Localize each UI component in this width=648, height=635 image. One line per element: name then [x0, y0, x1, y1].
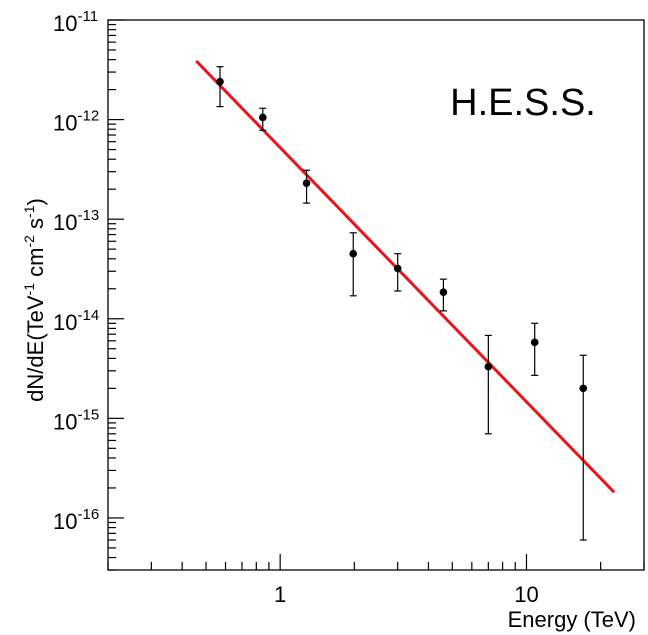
- y-tick-exponent: -12: [77, 108, 99, 125]
- y-tick-exponent: -16: [77, 506, 99, 523]
- y-label-close: ): [23, 198, 48, 205]
- y-tick-base: 10: [53, 509, 77, 534]
- y-tick-base: 10: [53, 11, 77, 36]
- y-label-exp1: -1: [21, 283, 37, 296]
- y-label-mid2: s: [23, 218, 48, 235]
- y-tick-label: 10-16: [53, 506, 99, 534]
- y-label-exp2: -2: [21, 235, 37, 248]
- y-tick-label: 10-13: [53, 207, 99, 235]
- x-axis-label: Energy (TeV): [508, 607, 636, 632]
- y-tick-exponent: -11: [77, 8, 98, 25]
- y-tick-exponent: -13: [77, 207, 99, 224]
- power-law-fit-line: [195, 60, 615, 493]
- fit-line-group: [195, 60, 615, 493]
- data-point: [530, 338, 539, 347]
- data-point: [216, 77, 224, 86]
- experiment-label: H.E.S.S.: [450, 82, 596, 124]
- data-point: [302, 179, 311, 187]
- data-points: [216, 66, 588, 541]
- y-tick-exponent: -14: [77, 307, 99, 324]
- data-point: [439, 288, 448, 296]
- data-point: [393, 264, 402, 273]
- plot-frame: [107, 19, 645, 571]
- x-tick-label: 1: [274, 582, 286, 607]
- y-axis-label: dN/dE(TeV-1 cm-2 s-1): [21, 198, 48, 402]
- data-point: [349, 249, 358, 258]
- y-tick-exponent: -15: [77, 406, 99, 423]
- data-point: [258, 113, 267, 122]
- y-tick-label: 10-12: [53, 108, 99, 136]
- x-tick-label: 10: [514, 582, 538, 607]
- y-label-main: dN/dE(TeV: [23, 295, 48, 402]
- y-tick-label: 10-15: [53, 406, 99, 434]
- y-tick-base: 10: [53, 310, 77, 335]
- y-label-exp3: -1: [21, 205, 37, 218]
- y-tick-label: 10-14: [53, 307, 99, 335]
- y-tick-base: 10: [53, 111, 77, 136]
- axis-ticks: [107, 19, 645, 571]
- y-label-mid: cm: [23, 248, 48, 283]
- y-tick-label: 10-11: [53, 8, 98, 36]
- y-tick-base: 10: [53, 409, 77, 434]
- y-tick-base: 10: [53, 210, 77, 235]
- data-point: [579, 384, 588, 393]
- data-point: [484, 362, 493, 371]
